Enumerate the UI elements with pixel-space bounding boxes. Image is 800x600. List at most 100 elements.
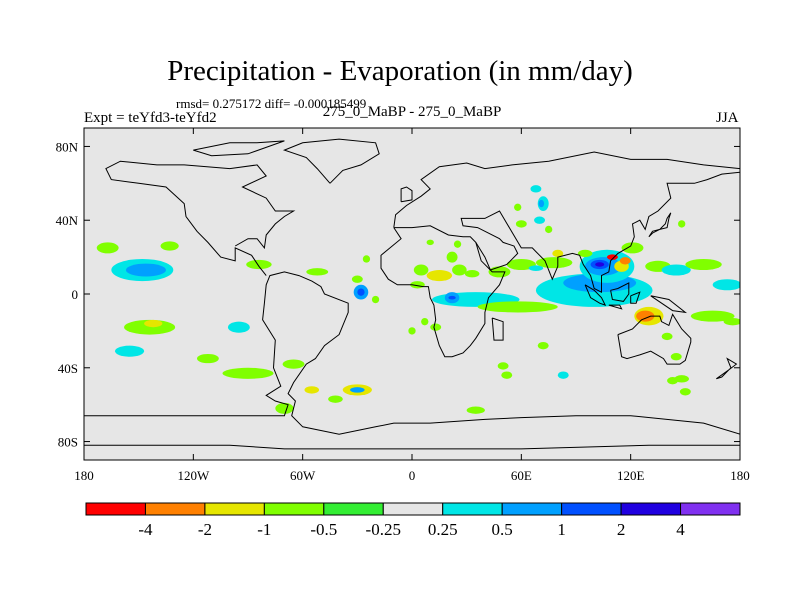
anomaly-patch (275, 402, 294, 414)
coastlines (84, 138, 740, 450)
anomaly-patch (124, 319, 176, 335)
anomaly-patch (530, 185, 542, 193)
coastline (193, 140, 285, 157)
coastline (716, 357, 738, 380)
x-tick-label: 120E (617, 468, 645, 483)
anomaly-patch (538, 199, 545, 208)
x-tick-label: 0 (409, 468, 416, 483)
y-tick-label: 40N (56, 213, 79, 228)
anomaly-field (96, 185, 740, 414)
anomaly-patch (501, 371, 513, 379)
colorbar-label: 0.25 (428, 520, 458, 539)
coastline (460, 171, 740, 294)
colorbar-box (263, 502, 325, 516)
x-tick-label: 120W (177, 468, 210, 483)
colorbar-box (442, 502, 503, 516)
anomaly-patch (222, 367, 274, 379)
colorbar-box (323, 502, 384, 516)
anomaly-patch (371, 295, 380, 304)
comparison-label: 275_0_MaBP - 275_0_MaBP (322, 104, 502, 120)
anomaly-patch (96, 242, 119, 254)
anomaly-patch (712, 279, 740, 291)
stats-text: rmsd= 0.275172 diff= -0.000185499 (176, 96, 367, 111)
colorbar-label: 4 (676, 520, 685, 539)
anomaly-patch (595, 262, 605, 267)
anomaly-patch (528, 265, 544, 271)
coastline (380, 225, 506, 358)
anomaly-patch (678, 220, 686, 228)
colorbar-box (680, 502, 741, 516)
chart-title: Precipitation - Evaporation (in mm/day) (167, 55, 633, 87)
anomaly-patch (661, 264, 691, 276)
anomaly-patch (452, 264, 467, 276)
y-tick-label: 0 (72, 287, 79, 302)
anomaly-patch (557, 371, 569, 379)
anomaly-patch (619, 257, 631, 265)
anomaly-patch (506, 258, 536, 271)
anomaly-patch (466, 406, 485, 414)
anomaly-patch (448, 295, 456, 300)
coastline (584, 284, 607, 306)
anomaly-patch (246, 259, 272, 270)
anomaly-patch (685, 258, 722, 271)
colorbar-box (620, 502, 682, 516)
y-tick-label: 80S (58, 435, 78, 450)
colorbar-label: 2 (617, 520, 626, 539)
season-label: JJA (716, 110, 739, 126)
colorbar-box (561, 502, 622, 516)
anomaly-patch (477, 301, 558, 313)
coastline (650, 295, 688, 314)
x-tick-label: 180 (730, 468, 750, 483)
anomaly-patch (453, 240, 462, 248)
coastline (610, 282, 630, 302)
colorbar-box (85, 502, 146, 516)
anomaly-patch (621, 242, 644, 254)
anomaly-patch (328, 395, 343, 403)
anomaly-patch (661, 332, 673, 341)
anomaly-patch (545, 225, 553, 234)
anomaly-patch (723, 317, 740, 326)
anomaly-patch (227, 321, 250, 333)
anomaly-patch (306, 268, 329, 276)
coastline (393, 151, 740, 228)
anomaly-patch (464, 270, 480, 278)
anomaly-patch (350, 387, 365, 393)
coastline (282, 138, 380, 184)
anomaly-patch (535, 257, 573, 269)
colorbar-label: 0.5 (492, 520, 513, 539)
colorbar-box (382, 502, 444, 516)
anomaly-patch (446, 251, 458, 263)
anomaly-patch (125, 263, 166, 277)
y-tick-label: 80N (56, 139, 79, 154)
anomaly-patch (408, 327, 416, 335)
anomaly-patch (413, 264, 429, 276)
anomaly-patch (196, 353, 219, 364)
anomaly-patch (514, 203, 522, 211)
colorbar-label: 1 (557, 520, 566, 539)
coastline (84, 271, 740, 435)
coastline (648, 212, 672, 238)
colorbar-box (501, 502, 563, 516)
x-tick-label: 60E (511, 468, 532, 483)
anomaly-patch (690, 310, 735, 322)
anomaly-patch (537, 341, 549, 350)
anomaly-patch (351, 275, 363, 283)
anomaly-patch (114, 345, 145, 357)
anomaly-patch (282, 359, 305, 369)
coastline (617, 313, 692, 365)
x-tick-label: 60W (290, 468, 316, 483)
anomaly-patch (674, 375, 689, 383)
x-tick-label: 180 (74, 468, 94, 483)
anomaly-patch (304, 386, 320, 394)
coastline (105, 160, 296, 276)
axis-ticks: 180 120W 60W 0 60E 120E 180 80N 40N 0 40S 80S (56, 128, 750, 483)
anomaly-patch (160, 241, 179, 251)
anomaly-patch (534, 216, 546, 224)
anomaly-patch (426, 270, 453, 282)
coastline (630, 291, 641, 304)
anomaly-patch (357, 288, 365, 296)
anomaly-patch (497, 362, 509, 370)
anomaly-patch (636, 310, 655, 322)
